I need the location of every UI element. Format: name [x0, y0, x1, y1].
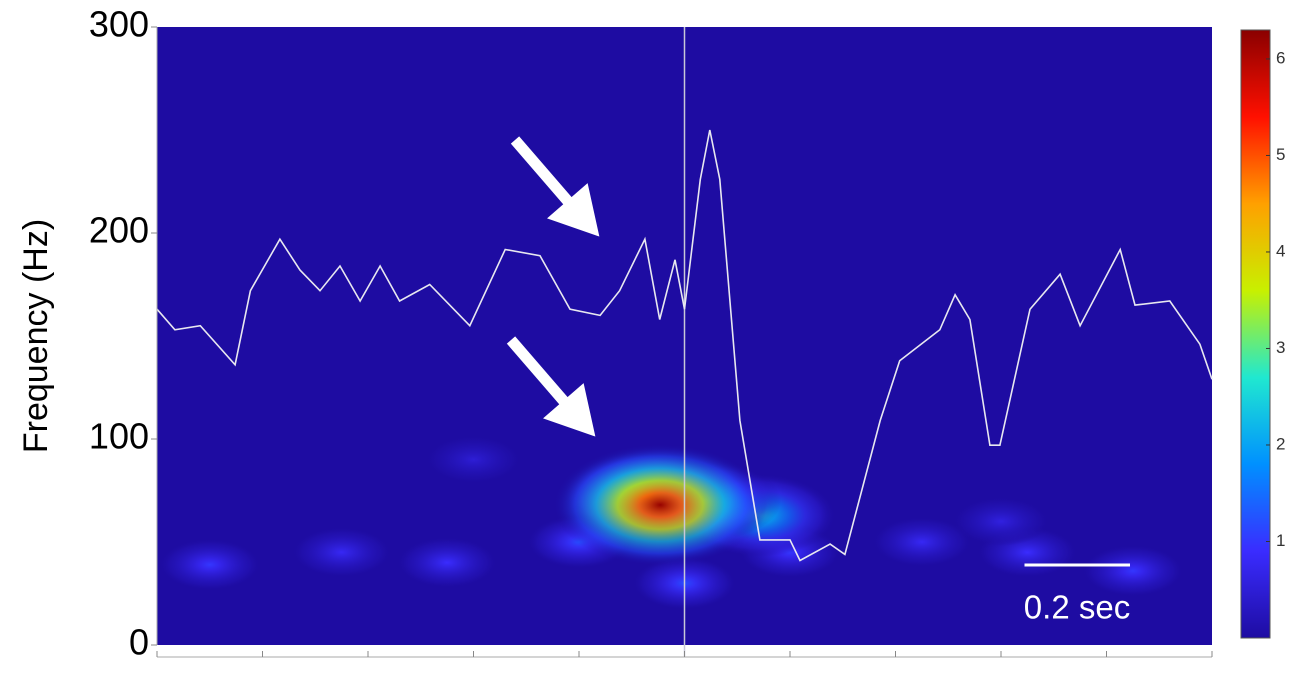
heat-blob — [396, 537, 498, 589]
arrow — [510, 136, 600, 237]
y-axis-label: Frequency (Hz) — [17, 219, 55, 453]
colorbar-tick-label: 4 — [1276, 241, 1285, 260]
heatmap — [158, 435, 1184, 610]
heat-blob — [291, 527, 392, 578]
scale-bar-label: 0.2 sec — [1024, 589, 1130, 626]
heat-blob — [425, 435, 522, 484]
overlay — [156, 27, 1213, 657]
heat-blob — [158, 538, 261, 591]
colorbar-tick-label: 6 — [1276, 48, 1285, 67]
y-tick-label: 300 — [89, 4, 149, 45]
heat-blob — [1081, 544, 1184, 597]
colorbar-tick-label: 2 — [1276, 434, 1285, 453]
y-tick-label: 200 — [89, 210, 149, 251]
heat-blob — [872, 516, 972, 568]
heat-blob — [952, 497, 1050, 546]
colorbar — [1240, 29, 1271, 639]
colorbar-tick-label: 5 — [1276, 145, 1285, 164]
y-tick-label: 100 — [89, 416, 149, 457]
arrow — [506, 336, 596, 437]
colorbar-tick-label: 3 — [1276, 338, 1285, 357]
heat-blob — [553, 444, 768, 566]
y-tick-label: 0 — [129, 622, 149, 663]
colorbar-tick-label: 1 — [1276, 531, 1285, 550]
trace-line — [156, 129, 1213, 562]
arrows — [506, 136, 600, 437]
